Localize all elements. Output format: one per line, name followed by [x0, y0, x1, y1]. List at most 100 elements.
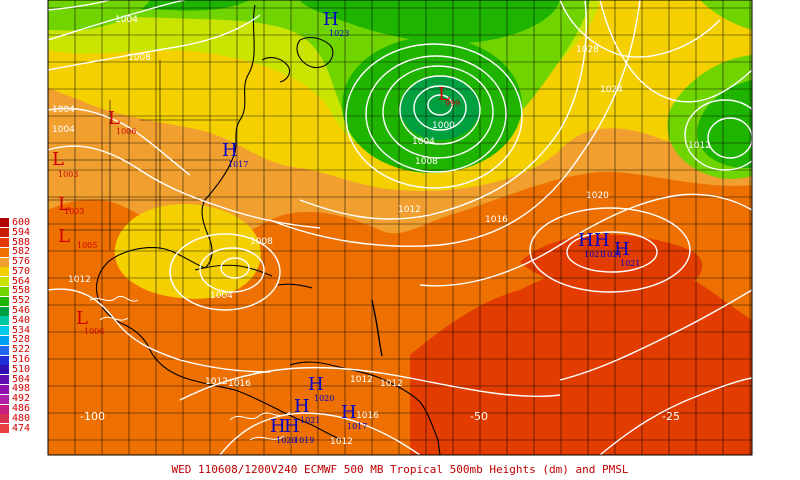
legend-label: 486	[12, 403, 31, 415]
low-center-value: 1003	[64, 207, 84, 216]
isobar-1012-west	[47, 288, 271, 373]
legend-row: 546	[0, 306, 42, 316]
low-center-letter: L	[58, 226, 70, 247]
high-center-letter: H	[308, 374, 324, 395]
high-center-letter: H	[578, 230, 594, 251]
isobar-ne-low-1	[684, 99, 766, 171]
coast-lesser-antilles	[371, 299, 383, 357]
legend-label: 558	[12, 285, 31, 297]
lon-label-50: -50	[470, 410, 488, 423]
isobar-label: 1012	[68, 275, 91, 285]
isobar-label: 1012	[330, 437, 353, 447]
legend-row: 558	[0, 285, 42, 297]
legend-row: 600	[0, 217, 42, 228]
state-borders	[48, 60, 240, 250]
legend-swatch	[0, 394, 9, 404]
legend-label: 588	[12, 236, 31, 248]
high-center-value: 1017	[228, 160, 248, 169]
legend-swatch	[0, 316, 9, 326]
high-center-letter: H	[284, 416, 300, 437]
isobar-east-1012	[599, 377, 753, 456]
high-center-letter: H	[614, 239, 630, 260]
isobar-1012-south	[219, 412, 421, 456]
coast-hispaniola	[277, 283, 313, 289]
isobar-label: 1012	[350, 375, 373, 385]
coast-east-us	[201, 4, 256, 269]
isobar-label: 1012	[205, 377, 228, 387]
legend-swatch	[0, 375, 9, 385]
isobar-label: 1020	[586, 191, 609, 201]
isobar-low-center-3	[399, 75, 481, 145]
legend-label: 504	[12, 373, 31, 385]
high-center-value: 1021	[620, 259, 640, 268]
isobar-1012-a	[299, 0, 587, 220]
low-center-letter: L	[52, 149, 64, 170]
legend-swatch	[0, 365, 9, 375]
legend-label: 546	[12, 305, 31, 317]
coast-south-america	[289, 361, 441, 456]
legend-row: 498	[0, 383, 42, 395]
legend-row: 576	[0, 257, 42, 267]
low-center-letter: L	[108, 108, 120, 129]
high-center-letter: H	[323, 9, 339, 30]
high-center-letter: H	[270, 416, 286, 437]
isobar-gulf-low-2	[199, 247, 265, 293]
isobar-low-center-1	[427, 94, 453, 116]
legend-label: 534	[12, 324, 31, 336]
isobar-1021-high	[566, 231, 658, 273]
legend-label: 522	[12, 344, 31, 356]
isobar-label: 1016	[356, 411, 379, 421]
legend-swatch	[0, 286, 9, 296]
isobar-1000-nw	[47, 0, 111, 11]
legend-row: 516	[0, 355, 42, 365]
isobar-label: 1012	[688, 141, 711, 151]
low-center-letter: L	[76, 308, 88, 329]
isobar-label: 1028	[576, 45, 599, 55]
legend-label: 498	[12, 383, 31, 395]
low-center-letter: L	[58, 194, 70, 215]
legend-label: 480	[12, 412, 31, 424]
isobar-label: 1004	[412, 137, 435, 147]
legend-swatch	[0, 257, 9, 267]
isobar-1024-a	[599, 0, 753, 103]
legend-row: 486	[0, 404, 42, 414]
legend-row: 540	[0, 315, 42, 326]
isobar-label: 1008	[250, 237, 273, 247]
isobar-label: 1004	[115, 15, 138, 25]
isobar-east-1016	[559, 289, 753, 381]
legend-label: 492	[12, 393, 31, 405]
legend-swatch	[0, 228, 9, 238]
legend-row: 534	[0, 324, 42, 336]
legend-row: 492	[0, 394, 42, 404]
legend-row: 480	[0, 412, 42, 424]
height-shade-552-north	[300, 0, 560, 44]
isobar-label: 1004	[210, 291, 233, 301]
legend-row: 504	[0, 373, 42, 385]
high-center-value: 1023	[329, 29, 349, 38]
legend-label: 474	[12, 422, 31, 434]
low-center-value: 1006	[84, 327, 104, 336]
legend-swatch	[0, 277, 9, 287]
height-shade-546-low	[400, 76, 480, 140]
isobar-label: 1004	[52, 125, 75, 135]
isobar-gulf-low-3	[169, 233, 281, 311]
color-legend: 600 594 588 582 576 570 564 558 552 546 540 534 528 5…	[0, 217, 42, 434]
height-shade-570-gulf	[114, 204, 261, 299]
isobar-labels: 1004 1008 1028 1024 1012 1004 1004 1004 …	[52, 15, 711, 447]
plot-frame	[47, 0, 753, 456]
isobar-1004-nw	[47, 0, 186, 41]
legend-row: 474	[0, 422, 42, 434]
height-shade-588	[410, 260, 752, 455]
isobar-low-center-4	[382, 65, 494, 159]
coast-gulf	[95, 247, 236, 391]
isobar-mountains-2	[229, 411, 291, 441]
legend-swatch	[0, 267, 9, 277]
low-center-value: 1006	[116, 127, 136, 136]
lon-label-100: -100	[80, 410, 105, 423]
low-center-value: 999	[445, 99, 460, 108]
low-center-letter: L	[438, 84, 450, 105]
legend-swatch	[0, 237, 9, 247]
isobar-mountains-1	[89, 295, 139, 321]
isobar-1028-a	[559, 0, 721, 58]
